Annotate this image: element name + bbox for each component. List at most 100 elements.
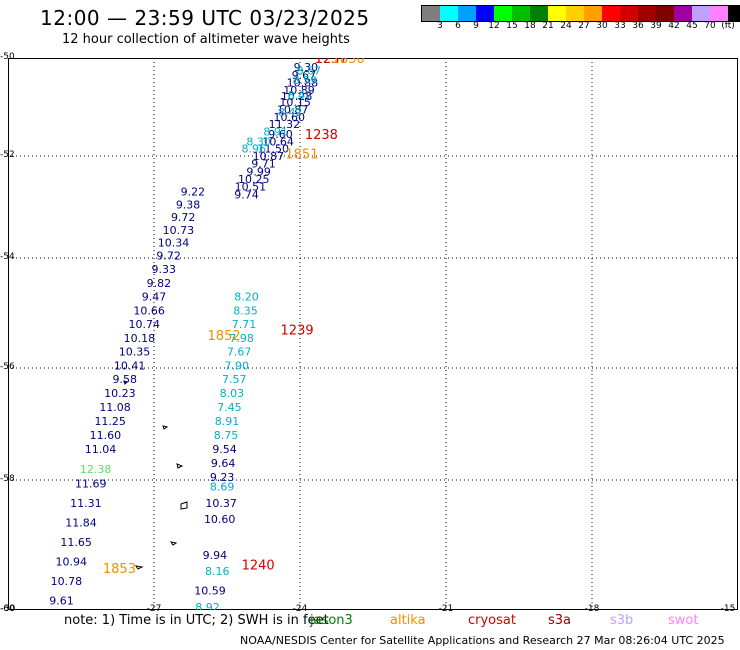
wave-height-label: 10.59: [194, 585, 226, 598]
wave-height-label: 8.91: [215, 415, 240, 428]
colorbar-tick-label: (ft): [721, 21, 735, 31]
wave-height-label: 8.96: [242, 143, 267, 156]
wave-height-label: 10.89: [283, 84, 315, 97]
colorbar-tick-label: 27: [578, 21, 590, 31]
island: [123, 380, 128, 385]
colorbar-swatch: [710, 6, 728, 21]
wave-height-label: 10.25: [238, 173, 270, 186]
colorbar-swatch: [530, 6, 548, 21]
island: [176, 463, 184, 469]
colorbar-swatch: [638, 6, 656, 21]
wave-height-label: 9.94: [203, 549, 228, 562]
wave-height-label: 8.35: [233, 304, 258, 317]
legend-item-s3b: s3b: [610, 613, 634, 628]
longitude-tick-label: -15: [720, 604, 736, 614]
wave-height-label: 10.74: [129, 318, 161, 331]
wave-height-label: 10.88: [287, 77, 319, 90]
colorbar-tick-label: 21: [542, 21, 554, 31]
colorbar-swatch: [584, 6, 602, 21]
colorbar-swatch: [602, 6, 620, 21]
colorbar-swatch: [728, 6, 740, 21]
colorbar-tick-label: 6: [455, 21, 461, 31]
wave-height-label: 9.64: [211, 457, 236, 470]
wave-height-label: 9.47: [142, 291, 167, 304]
colorbar-swatch: [692, 6, 710, 21]
wave-height-label: 10.73: [163, 224, 195, 237]
colorbar-swatch: [476, 6, 494, 21]
wave-height-label: 11.04: [85, 443, 117, 456]
colorbar-tick-label: 33: [614, 21, 626, 31]
wave-height-label: 7.57: [222, 373, 247, 386]
latitude-tick-label: -56: [0, 362, 15, 372]
longitude-tick-label: -21: [438, 604, 454, 614]
island: [169, 541, 178, 546]
wave-height-label: 11.25: [94, 415, 126, 428]
legend-item-jason3: jason3: [310, 613, 353, 628]
wave-height-label: 8.47: [288, 89, 313, 102]
colorbar-tick-label: 30: [596, 21, 608, 31]
wave-height-label: 11.69: [75, 477, 107, 490]
wave-height-label: 9.38: [176, 198, 201, 211]
longitude-tick-label: -27: [146, 604, 162, 614]
wave-height-label: 9.74: [234, 188, 259, 201]
wave-height-label: 8.59: [293, 74, 318, 87]
colorbar-swatch: [674, 6, 692, 21]
colorbar-tick-label: 45: [686, 21, 698, 31]
wave-height-label: 9.22: [181, 186, 206, 199]
wave-height-label: 11.84: [65, 516, 97, 529]
colorbar-swatch: [512, 6, 530, 21]
islands: [123, 380, 188, 570]
wave-height-label: 9.72: [156, 249, 181, 262]
colorbar-tick-label: 3: [437, 21, 443, 31]
colorbar-tick-label: 24: [560, 21, 572, 31]
wave-height-label: 8.69: [210, 481, 235, 494]
island: [134, 565, 144, 570]
wave-height-label: 9.99: [246, 165, 271, 178]
colorbar-tick-label: 9: [473, 21, 479, 31]
longitude-tick-label: -18: [584, 604, 600, 614]
legend-item-swot: swot: [668, 613, 699, 628]
colorbar-tick-label: 42: [668, 21, 680, 31]
colorbar-swatch: [422, 6, 440, 21]
wave-height-label: 10.51: [235, 181, 267, 194]
wave-height-label: 7.71: [232, 318, 257, 331]
wave-height-label: 7.45: [217, 401, 242, 414]
wave-height-label: 10.37: [205, 497, 237, 510]
wave-height-label: 8.20: [234, 291, 259, 304]
wave-height-label: 9.54: [212, 443, 237, 456]
colorbar-tick-label: 36: [632, 21, 644, 31]
latitude-tick-label: -50: [0, 52, 15, 62]
wave-height-label: 9.58: [113, 373, 138, 386]
wave-height-label: 10.87: [253, 150, 285, 163]
wave-height-label: 10.35: [119, 346, 151, 359]
map-subtitle: 12 hour collection of altimeter wave hei…: [62, 32, 350, 47]
credit-line: NOAA/NESDIS Center for Satellite Applica…: [240, 634, 725, 647]
colorbar-tick-label: 18: [524, 21, 536, 31]
wave-height-label: 8.67: [297, 64, 322, 77]
wave-height-label: 8.16: [205, 565, 230, 578]
wave-height-label: 8.75: [214, 429, 239, 442]
latitude-tick-label: -60: [0, 604, 15, 614]
colorbar-swatch: [494, 6, 512, 21]
legend-item-s3a: s3a: [548, 613, 572, 628]
pass-time-label: 1240: [242, 559, 275, 574]
colorbar-swatch: [620, 6, 638, 21]
legend-item-altika: altika: [390, 613, 426, 628]
wave-height-label: 10.94: [56, 555, 88, 568]
map-title: 12:00 — 23:59 UTC 03/23/2025: [40, 6, 370, 30]
latitude-tick-label: -52: [0, 150, 15, 160]
note-text: note: 1) Time is in UTC; 2) SWH is in fe…: [64, 613, 329, 628]
wave-height-label: 11.31: [70, 497, 102, 510]
colorbar-tick-label: 15: [506, 21, 518, 31]
wave-height-label: 11.65: [60, 536, 92, 549]
wave-height-labels: 9.309.6710.8810.8910.2810.1510.8710.6011…: [49, 61, 321, 610]
wave-height-label: 10.41: [114, 359, 146, 372]
wave-height-label: 10.34: [158, 237, 190, 250]
colorbar-swatch: [548, 6, 566, 21]
pass-time-label: 1851: [285, 148, 318, 163]
wave-height-label: 9.23: [210, 471, 235, 484]
wave-height-label: 10.15: [279, 96, 311, 109]
wave-height-label: 9.33: [151, 263, 176, 276]
wave-height-label: 8.91: [263, 126, 288, 139]
